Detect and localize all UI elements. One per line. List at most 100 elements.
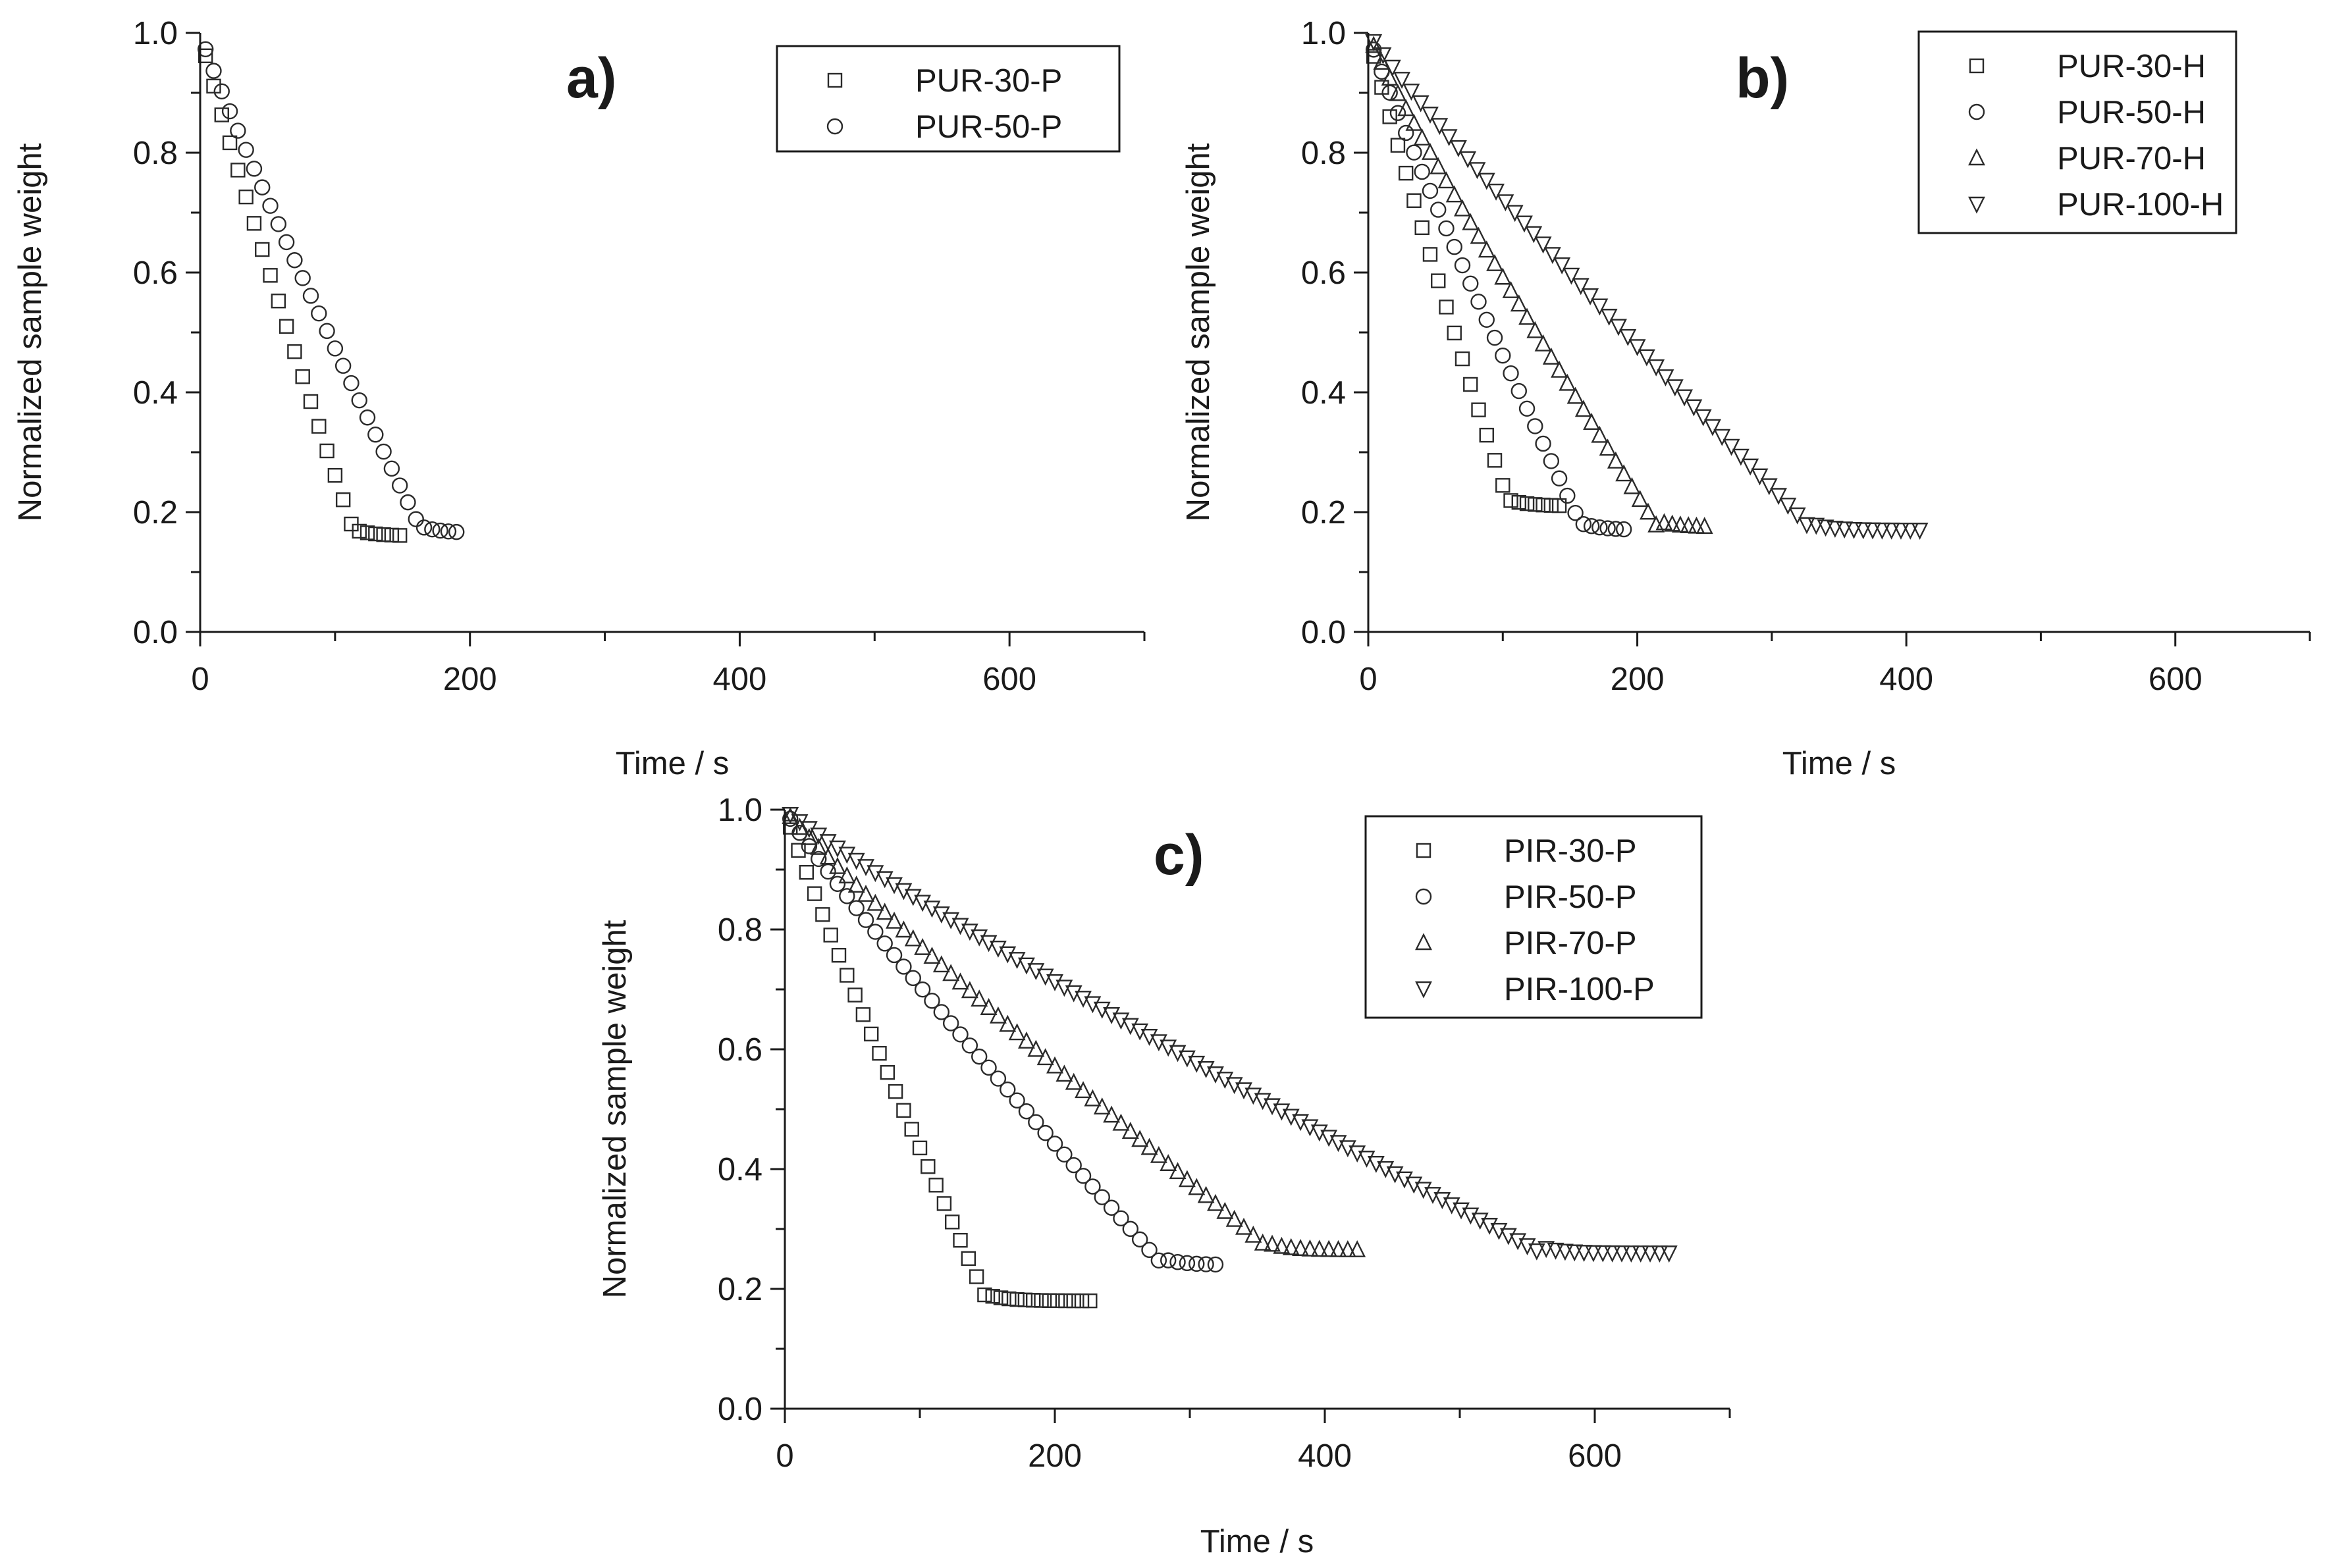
data-point-pir-30-p [1025,1293,1041,1308]
data-point-pir-30-p [791,843,806,858]
y-tick-label: 0.4 [133,375,178,411]
data-point-pur-50-h [1518,400,1536,417]
data-point-pir-30-p [847,987,863,1003]
data-point-pur-30-h [1511,494,1527,510]
panel-label: c) [1154,823,1204,887]
data-point-pur-50-h [1503,365,1519,382]
data-point-pir-100-p [1622,1245,1640,1263]
data-point-pir-70-p [791,818,809,835]
y-tick-label: 0.0 [1301,615,1346,650]
data-point-pur-30-h [1463,377,1478,392]
data-point-pur-50-p [278,234,295,251]
x-axis-title: Time / s [1200,1524,1314,1559]
x-tick-label: 400 [713,662,767,697]
tick-labels-c: 0 200 400 600 0.0 0.2 0.4 0.6 0.8 1.0 [718,793,1622,1474]
data-point-pur-100-h [1845,521,1863,539]
data-point-pir-50-p [811,850,827,868]
data-point-pur-100-h [1591,298,1609,316]
data-point-pur-100-h [1657,369,1674,386]
data-point-pur-70-h [1688,516,1705,534]
legend-box [1917,30,2237,234]
y-tick-label: 0.8 [1301,136,1346,171]
data-point-pur-70-h [1526,321,1544,338]
data-markers-b [1365,34,1929,540]
y-tick-label: 1.0 [1301,16,1346,51]
data-point-pur-50-h [1583,518,1600,535]
data-point-pur-70-h [1381,68,1399,86]
data-point-pur-70-h [1680,516,1697,533]
data-point-pur-30-h [1422,247,1438,262]
data-point-pir-70-p [1225,1209,1243,1227]
data-point-pur-70-h [1445,185,1463,203]
data-point-pur-30-p [335,492,351,508]
x-tick-label: 200 [1611,662,1665,697]
data-point-pur-30-p [352,523,367,539]
data-point-pur-50-p [254,179,271,196]
data-point-pur-100-h [1638,349,1655,367]
legend-b: PUR-30-H PUR-50-H PUR-70-H PUR-100-H [1917,30,2237,234]
data-point-pur-70-h [1397,99,1415,117]
data-point-pur-50-p [440,523,457,540]
data-point-pir-100-p [1547,1242,1564,1260]
data-point-pir-30-p [815,907,830,922]
data-point-pur-100-h [1412,95,1430,113]
y-tick-label: 0.6 [1301,255,1346,291]
data-point-pur-70-h [1655,513,1673,531]
data-point-pir-70-p [1235,1217,1252,1235]
data-point-pur-50-p [359,409,376,426]
legend-entry: PUR-70-H [2057,141,2206,176]
data-point-pur-70-h [1413,128,1431,145]
data-point-pur-30-h [1528,497,1543,512]
data-point-pur-50-p [246,161,263,177]
y-tick-label: 0.6 [133,255,178,291]
data-point-pir-50-p [1000,1081,1016,1098]
data-point-pur-30-h [1543,498,1559,513]
data-point-pur-70-h [1462,213,1480,230]
data-markers-a [197,41,465,543]
data-point-pur-100-h [1628,339,1646,357]
data-point-pir-70-p [800,827,818,845]
data-point-pur-70-h [1502,280,1520,298]
data-point-pir-50-p [905,970,921,987]
data-point-pir-30-p [799,865,815,880]
data-point-pur-30-h [1398,165,1414,181]
data-point-pur-100-h [1892,522,1910,540]
data-point-pir-70-p [1121,1122,1139,1139]
data-point-pir-70-p [914,937,932,955]
data-point-pir-50-p [1018,1103,1035,1120]
axis-ticks-c [770,808,1731,1423]
data-point-pur-50-h [1599,520,1616,536]
data-point-pir-70-p [829,856,846,874]
data-point-pur-100-h [1873,522,1891,540]
data-point-pur-70-h [1551,360,1568,378]
data-point-pir-30-p [936,1196,952,1211]
data-point-pur-100-h [1798,517,1815,535]
data-point-pir-70-p [1027,1039,1045,1057]
data-point-pur-70-h [1583,413,1601,430]
panel-label: b) [1736,47,1789,110]
data-point-pur-100-h [1478,172,1495,190]
data-point-pur-30-p [311,419,327,434]
data-point-pur-50-h [1615,521,1632,538]
data-point-pur-50-p [408,511,424,527]
legend-marker-pur-50-h [1968,103,1985,120]
data-point-pir-30-p [863,1026,879,1042]
chart-panel-c: 0 200 400 600 0.0 0.2 0.4 0.6 0.8 1.0 Time / s No… [597,793,1731,1559]
data-point-pir-50-p [1094,1189,1110,1205]
data-point-pir-100-p [1566,1244,1584,1262]
data-point-pur-30-h [1414,220,1430,236]
data-point-pur-100-h [1487,184,1505,201]
data-point-pur-100-h [1694,409,1712,427]
data-point-pur-50-p [400,494,416,511]
data-point-pir-50-p [1150,1252,1167,1268]
y-tick-label: 1.0 [718,793,762,828]
x-axis-title: Time / s [1782,746,1896,781]
data-point-pir-100-p [1585,1245,1602,1263]
data-point-pur-50-h [1486,329,1503,346]
data-point-pur-50-h [1446,238,1462,255]
data-point-pur-50-h [1438,220,1455,237]
data-point-pur-30-h [1439,300,1454,315]
axis-ticks-a [186,32,1146,646]
data-point-pur-50-p [319,323,335,340]
data-point-pur-70-h [1534,334,1552,352]
